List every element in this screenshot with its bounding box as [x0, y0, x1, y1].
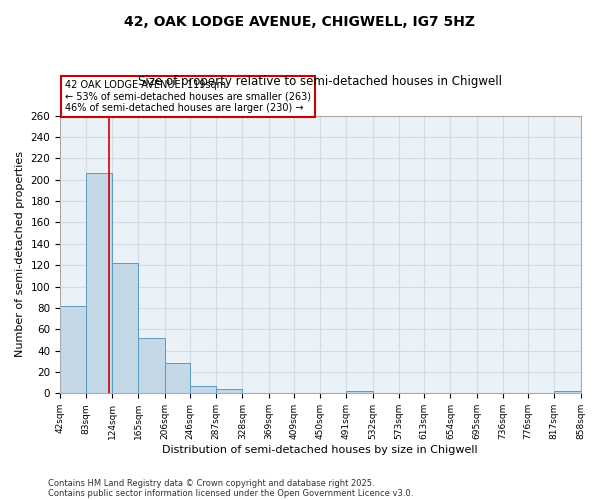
Bar [164, 364, 190, 394]
Bar [139, 338, 164, 394]
Title: Size of property relative to semi-detached houses in Chigwell: Size of property relative to semi-detach… [138, 75, 502, 88]
Bar [346, 391, 373, 394]
Y-axis label: Number of semi-detached properties: Number of semi-detached properties [15, 152, 25, 358]
X-axis label: Distribution of semi-detached houses by size in Chigwell: Distribution of semi-detached houses by … [163, 445, 478, 455]
Bar [112, 263, 139, 394]
Bar [216, 389, 242, 394]
Bar [60, 306, 86, 394]
Bar [554, 391, 581, 394]
Bar [190, 386, 216, 394]
Text: 42, OAK LODGE AVENUE, CHIGWELL, IG7 5HZ: 42, OAK LODGE AVENUE, CHIGWELL, IG7 5HZ [125, 15, 476, 29]
Text: Contains HM Land Registry data © Crown copyright and database right 2025.: Contains HM Land Registry data © Crown c… [48, 478, 374, 488]
Bar [86, 174, 112, 394]
Text: 42 OAK LODGE AVENUE: 119sqm
← 53% of semi-detached houses are smaller (263)
46% : 42 OAK LODGE AVENUE: 119sqm ← 53% of sem… [65, 80, 311, 113]
Text: Contains public sector information licensed under the Open Government Licence v3: Contains public sector information licen… [48, 488, 413, 498]
